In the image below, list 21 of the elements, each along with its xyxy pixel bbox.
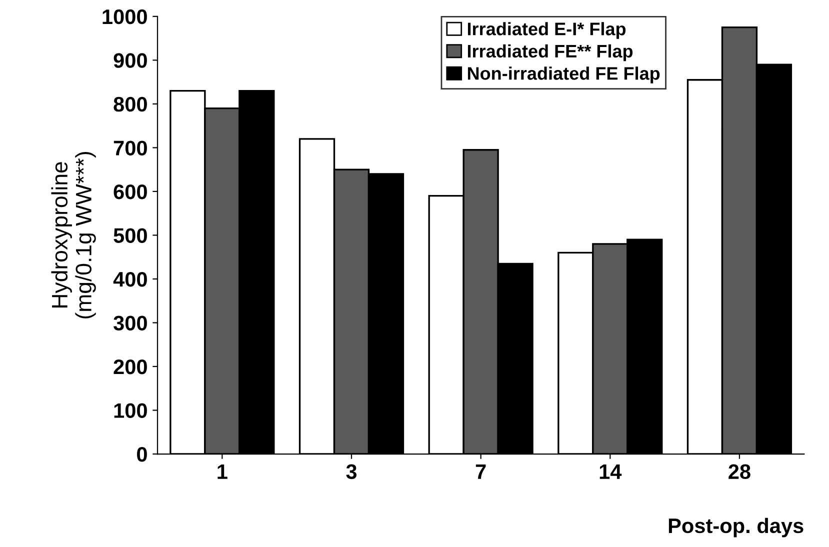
y-tick-label: 1000 — [102, 9, 147, 24]
x-tick-label: 1 — [218, 464, 228, 479]
legend-label: Irradiated E-I* Flap — [468, 22, 626, 39]
x-tick-label: 3 — [346, 464, 357, 480]
legend-label: Non-irradiated FE Flap — [468, 66, 660, 84]
y-tick-label: 500 — [114, 228, 147, 243]
y-axis-title: Hydroxyproline (mg/0.1g WW***) — [51, 152, 96, 318]
y-tick-label: 400 — [113, 272, 147, 287]
x-tick-label: 28 — [728, 464, 750, 480]
y-tick-label: 700 — [114, 140, 147, 156]
y-tick-label: 300 — [114, 316, 147, 331]
x-tick-label: 7 — [476, 464, 486, 479]
y-tick-label: 900 — [114, 53, 147, 68]
y-tick-label: 600 — [114, 184, 147, 200]
x-axis-title: Post-op. days — [668, 518, 804, 538]
y-tick-label: 100 — [114, 403, 147, 418]
legend-label: Irradiated FE** Flap — [468, 44, 633, 62]
y-tick-label: 0 — [137, 447, 147, 462]
x-tick-label: 14 — [600, 464, 622, 479]
y-tick-label: 800 — [114, 96, 147, 112]
y-tick-label: 200 — [114, 359, 147, 374]
